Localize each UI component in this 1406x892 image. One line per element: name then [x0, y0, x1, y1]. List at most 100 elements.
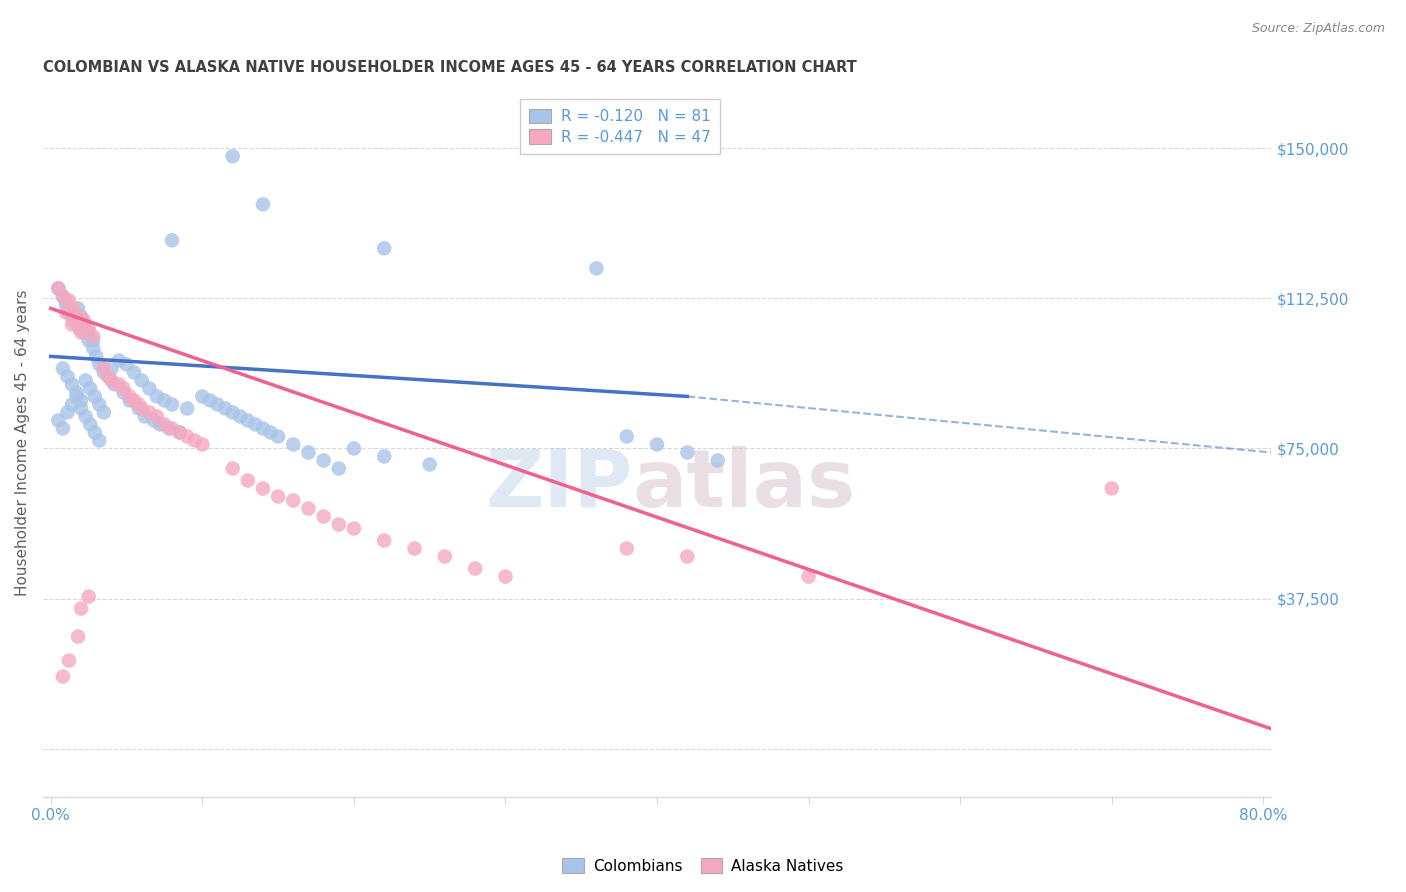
Point: [75, 373, 97, 387]
Point: [153, 393, 176, 408]
Point: [52, 421, 75, 435]
Text: atlas: atlas: [633, 446, 856, 524]
Point: [89, 358, 111, 372]
Point: [55, 293, 77, 308]
Point: [267, 429, 290, 443]
Point: [70, 401, 93, 416]
Point: [82, 334, 104, 348]
Point: [48, 413, 70, 427]
Point: [157, 421, 180, 435]
Point: [252, 421, 274, 435]
Point: [191, 389, 214, 403]
Point: [706, 453, 728, 467]
Point: [112, 381, 135, 395]
Point: [70, 393, 93, 408]
Point: [328, 461, 350, 475]
Point: [83, 389, 105, 403]
Point: [118, 393, 141, 408]
Point: [176, 429, 198, 443]
Point: [73, 326, 96, 340]
Point: [138, 381, 160, 395]
Point: [214, 401, 236, 416]
Point: [48, 281, 70, 295]
Point: [221, 149, 243, 163]
Point: [221, 461, 243, 475]
Point: [343, 442, 366, 456]
Point: [283, 437, 305, 451]
Point: [312, 509, 335, 524]
Point: [128, 401, 150, 416]
Point: [645, 437, 668, 451]
Y-axis label: Householder Income Ages 45 - 64 years: Householder Income Ages 45 - 64 years: [15, 289, 30, 596]
Legend: R = -0.120   N = 81, R = -0.447   N = 47: R = -0.120 N = 81, R = -0.447 N = 47: [520, 99, 720, 154]
Point: [616, 541, 638, 556]
Point: [169, 425, 191, 440]
Point: [146, 389, 169, 403]
Point: [252, 482, 274, 496]
Point: [676, 445, 699, 459]
Point: [58, 305, 80, 319]
Point: [100, 361, 122, 376]
Point: [118, 389, 141, 403]
Point: [160, 397, 183, 411]
Point: [115, 358, 138, 372]
Point: [52, 361, 75, 376]
Point: [236, 413, 259, 427]
Point: [198, 393, 221, 408]
Point: [138, 405, 160, 419]
Point: [176, 401, 198, 416]
Point: [60, 397, 83, 411]
Point: [70, 310, 93, 324]
Point: [252, 197, 274, 211]
Point: [67, 310, 90, 324]
Point: [585, 261, 607, 276]
Point: [52, 289, 75, 303]
Point: [93, 366, 115, 380]
Point: [267, 490, 290, 504]
Point: [75, 409, 97, 424]
Point: [283, 493, 305, 508]
Point: [56, 369, 79, 384]
Point: [59, 301, 82, 316]
Point: [328, 517, 350, 532]
Point: [134, 409, 156, 424]
Point: [131, 401, 153, 416]
Point: [65, 389, 87, 403]
Point: [112, 385, 135, 400]
Point: [48, 281, 70, 295]
Point: [122, 393, 145, 408]
Point: [797, 569, 820, 583]
Point: [131, 373, 153, 387]
Point: [58, 293, 80, 308]
Point: [169, 425, 191, 440]
Point: [77, 326, 100, 340]
Legend: Colombians, Alaska Natives: Colombians, Alaska Natives: [557, 852, 849, 880]
Point: [312, 453, 335, 467]
Point: [93, 405, 115, 419]
Point: [103, 377, 125, 392]
Point: [67, 301, 90, 316]
Point: [70, 601, 93, 615]
Point: [62, 301, 84, 316]
Point: [153, 417, 176, 432]
Text: COLOMBIAN VS ALASKA NATIVE HOUSEHOLDER INCOME AGES 45 - 64 YEARS CORRELATION CHA: COLOMBIAN VS ALASKA NATIVE HOUSEHOLDER I…: [44, 60, 856, 75]
Point: [245, 417, 267, 432]
Point: [297, 445, 319, 459]
Point: [77, 334, 100, 348]
Point: [82, 342, 104, 356]
Point: [146, 409, 169, 424]
Point: [495, 569, 517, 583]
Point: [63, 310, 86, 324]
Point: [52, 289, 75, 303]
Point: [97, 369, 120, 384]
Point: [464, 561, 486, 575]
Point: [160, 233, 183, 247]
Point: [55, 305, 77, 319]
Text: Source: ZipAtlas.com: Source: ZipAtlas.com: [1251, 22, 1385, 36]
Text: ZIP: ZIP: [485, 446, 633, 524]
Point: [229, 409, 252, 424]
Point: [52, 670, 75, 684]
Point: [73, 313, 96, 327]
Point: [93, 361, 115, 376]
Point: [60, 318, 83, 332]
